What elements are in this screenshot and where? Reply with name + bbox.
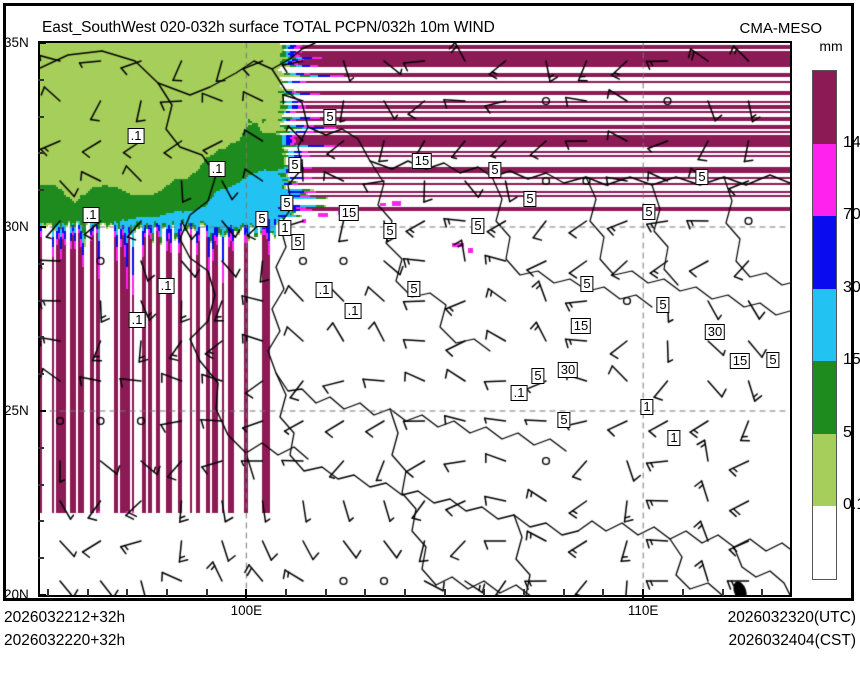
footer-valid-time-cst: 2026032404(CST) bbox=[728, 632, 856, 649]
map-plot-area[interactable]: 5 15 5 5 5 5 15 5 5 5 5 5 5.1.1.1.1.1 1.1.1 5 5 5 15 30 30 5… bbox=[38, 41, 792, 597]
contour-label: 5 bbox=[580, 276, 594, 292]
contour-label: 5 bbox=[280, 195, 294, 211]
lat-minor-tick bbox=[38, 189, 44, 192]
contour-label: 5 bbox=[407, 281, 421, 297]
lat-minor-tick bbox=[38, 336, 44, 339]
contour-label: 5 bbox=[531, 368, 545, 384]
contour-label: 5 bbox=[642, 204, 656, 220]
contour-label: 30 bbox=[557, 362, 579, 378]
lat-tick-label-25N: 25N bbox=[4, 403, 29, 418]
lon-tick-label-110E: 110E bbox=[627, 603, 659, 618]
lat-tick-mark bbox=[38, 410, 46, 412]
lat-minor-tick bbox=[38, 262, 44, 265]
colorbar-tick-70: 70 bbox=[843, 206, 860, 224]
lat-minor-tick bbox=[38, 557, 44, 560]
model-source-label: CMA-MESO bbox=[739, 20, 823, 37]
lon-tick-label-100E: 100E bbox=[230, 603, 263, 618]
colorbar-unit-label: mm bbox=[819, 38, 843, 54]
lon-minor-tick bbox=[285, 589, 288, 596]
lon-minor-tick bbox=[721, 589, 724, 596]
colorbar-band-70-140 bbox=[813, 143, 836, 217]
colorbar-band-above140 bbox=[813, 71, 836, 144]
lon-minor-tick bbox=[205, 589, 208, 596]
contour-label: 1 bbox=[667, 430, 681, 446]
lat-tick-mark bbox=[38, 594, 46, 596]
contour-label: 5 bbox=[471, 218, 485, 234]
colorbar-band-15-30 bbox=[813, 288, 836, 362]
contour-label: .1 bbox=[510, 385, 528, 401]
lon-minor-tick bbox=[483, 589, 486, 596]
contour-label: .1 bbox=[208, 161, 226, 177]
footer-init-time-cst: 2026032220+32h bbox=[4, 632, 126, 649]
lon-minor-tick bbox=[404, 589, 407, 596]
lat-minor-tick bbox=[38, 152, 44, 155]
contour-label: 5 bbox=[291, 234, 305, 250]
lat-tick-label-20N: 20N bbox=[4, 587, 29, 602]
footer-init-time-utc: 2026032212+32h bbox=[4, 609, 126, 626]
lon-minor-tick bbox=[364, 589, 367, 596]
lon-minor-tick bbox=[46, 589, 49, 596]
lon-minor-tick bbox=[523, 589, 526, 596]
lon-minor-tick bbox=[761, 589, 764, 596]
lat-minor-tick bbox=[38, 373, 44, 376]
contour-label: .1 bbox=[128, 312, 146, 328]
contour-label: 5 bbox=[383, 223, 397, 239]
lon-tick-mark bbox=[245, 589, 248, 599]
contour-label: 5 bbox=[695, 169, 709, 185]
colorbar-band-5-15 bbox=[813, 361, 836, 434]
footer-valid-time-utc: 2026032320(UTC) bbox=[727, 609, 856, 626]
lat-tick-mark bbox=[38, 226, 46, 228]
contour-label: 15 bbox=[729, 353, 751, 369]
precipitation-wind-map bbox=[40, 43, 790, 595]
lat-minor-tick bbox=[38, 483, 44, 486]
contour-label: .1 bbox=[344, 303, 362, 319]
colorbar-tick-30: 30 bbox=[843, 278, 860, 296]
lon-minor-tick bbox=[324, 589, 327, 596]
contour-label: 15 bbox=[570, 318, 592, 334]
contour-label: 5 bbox=[523, 191, 537, 207]
lon-tick-mark bbox=[642, 589, 645, 599]
chart-title: East_SouthWest 020-032h surface TOTAL PC… bbox=[42, 19, 495, 36]
colorbar-band-below0.1 bbox=[813, 506, 836, 579]
lon-minor-tick bbox=[602, 589, 605, 596]
contour-label: .1 bbox=[157, 278, 175, 294]
contour-label: 5 bbox=[288, 157, 302, 173]
contour-label: 5 bbox=[488, 162, 502, 178]
contour-label: 5 bbox=[323, 109, 337, 125]
lon-minor-tick bbox=[165, 589, 168, 596]
colorbar-tick-140: 140 bbox=[843, 133, 860, 151]
lon-minor-tick bbox=[443, 589, 446, 596]
colorbar-tick-0.1: 0.1 bbox=[843, 496, 860, 514]
contour-label: 5 bbox=[255, 211, 269, 227]
lon-minor-tick bbox=[681, 589, 684, 596]
contour-label: .1 bbox=[127, 128, 145, 144]
colorbar-tick-5: 5 bbox=[843, 423, 852, 441]
lat-tick-label-35N: 35N bbox=[4, 35, 29, 50]
lon-minor-tick bbox=[562, 589, 565, 596]
lon-minor-tick bbox=[86, 589, 89, 596]
lat-tick-label-30N: 30N bbox=[4, 219, 29, 234]
lat-minor-tick bbox=[38, 115, 44, 118]
contour-label: 1 bbox=[640, 399, 654, 415]
contour-label: .1 bbox=[315, 282, 333, 298]
colorbar[interactable] bbox=[812, 70, 837, 580]
lat-minor-tick bbox=[38, 520, 44, 523]
contour-label: 5 bbox=[766, 352, 780, 368]
colorbar-band-30-70 bbox=[813, 216, 836, 289]
contour-label: 30 bbox=[704, 324, 726, 340]
contour-label: .1 bbox=[82, 207, 100, 223]
contour-label: 5 bbox=[557, 412, 571, 428]
contour-label: 15 bbox=[338, 205, 360, 221]
lon-minor-tick bbox=[126, 589, 129, 596]
contour-label: 15 bbox=[411, 153, 433, 169]
lat-minor-tick bbox=[38, 446, 44, 449]
colorbar-band-0.1-5 bbox=[813, 433, 836, 507]
contour-label: 1 bbox=[278, 220, 292, 236]
lat-minor-tick bbox=[38, 78, 44, 81]
lat-minor-tick bbox=[38, 299, 44, 302]
contour-label: 5 bbox=[656, 297, 670, 313]
colorbar-tick-15: 15 bbox=[843, 351, 860, 369]
lat-tick-mark bbox=[38, 42, 46, 44]
